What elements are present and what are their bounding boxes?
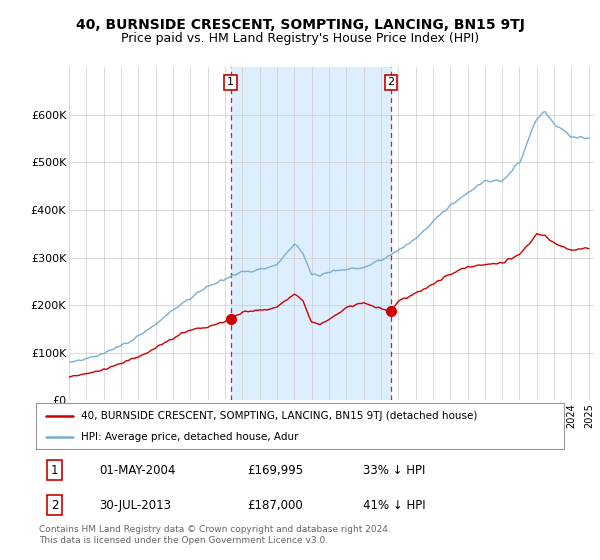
Text: 40, BURNSIDE CRESCENT, SOMPTING, LANCING, BN15 9TJ (detached house): 40, BURNSIDE CRESCENT, SOMPTING, LANCING… bbox=[81, 410, 477, 421]
Bar bbox=[230, 67, 391, 400]
Text: 30-JUL-2013: 30-JUL-2013 bbox=[100, 499, 172, 512]
Text: £187,000: £187,000 bbox=[247, 499, 303, 512]
Text: 01-MAY-2004: 01-MAY-2004 bbox=[100, 464, 176, 477]
Text: £169,995: £169,995 bbox=[247, 464, 304, 477]
FancyBboxPatch shape bbox=[36, 403, 564, 449]
Text: 33% ↓ HPI: 33% ↓ HPI bbox=[364, 464, 426, 477]
Text: Contains HM Land Registry data © Crown copyright and database right 2024.
This d: Contains HM Land Registry data © Crown c… bbox=[39, 525, 391, 545]
Text: 2: 2 bbox=[388, 77, 394, 87]
Text: Price paid vs. HM Land Registry's House Price Index (HPI): Price paid vs. HM Land Registry's House … bbox=[121, 32, 479, 45]
Text: 2: 2 bbox=[51, 499, 58, 512]
Text: 40, BURNSIDE CRESCENT, SOMPTING, LANCING, BN15 9TJ: 40, BURNSIDE CRESCENT, SOMPTING, LANCING… bbox=[76, 18, 524, 32]
Text: 1: 1 bbox=[51, 464, 58, 477]
Text: 1: 1 bbox=[227, 77, 234, 87]
Text: HPI: Average price, detached house, Adur: HPI: Average price, detached house, Adur bbox=[81, 432, 298, 442]
Text: 41% ↓ HPI: 41% ↓ HPI bbox=[364, 499, 426, 512]
